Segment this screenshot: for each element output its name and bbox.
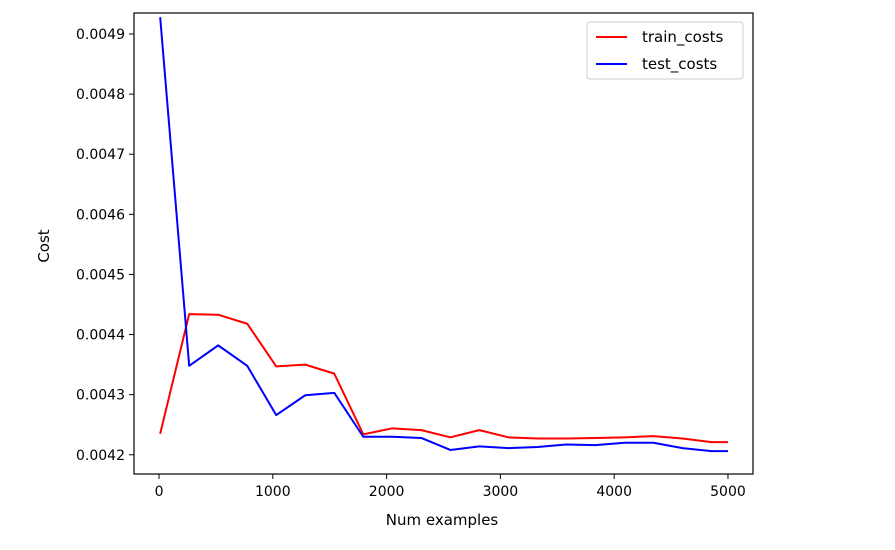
x-tick-label: 2000	[369, 484, 405, 500]
x-tick-label: 4000	[596, 484, 632, 500]
y-tick-label: 0.0048	[76, 87, 125, 103]
x-tick-label: 3000	[483, 484, 519, 500]
x-tick-label: 5000	[710, 484, 746, 500]
y-tick-label: 0.0049	[76, 27, 125, 43]
legend-label-train-costs: train_costs	[642, 28, 724, 47]
y-axis-label: Cost	[35, 229, 53, 262]
y-tick-label: 0.0045	[76, 267, 125, 283]
x-axis-label: Num examples	[386, 511, 499, 529]
x-tick-label: 0	[155, 484, 164, 500]
plot-frame	[133, 12, 754, 475]
x-axis: 0 1000 2000 3000 4000 5000	[155, 474, 746, 500]
y-tick-label: 0.0046	[76, 207, 125, 223]
y-tick-label: 0.0042	[76, 448, 125, 464]
series-line-test-costs	[159, 17, 728, 453]
y-tick-label: 0.0043	[76, 388, 125, 404]
x-tick-label: 1000	[255, 484, 291, 500]
plot-area	[133, 12, 754, 475]
legend-label-test-costs: test_costs	[642, 55, 717, 74]
y-axis: 0.0042 0.0043 0.0044 0.0045 0.0046 0.0047 0.00…	[76, 27, 134, 464]
y-tick-label: 0.0047	[76, 147, 125, 163]
legend: train_costs test_costs	[586, 21, 744, 80]
y-tick-label: 0.0044	[76, 328, 125, 344]
series-line-train-costs	[159, 313, 728, 444]
